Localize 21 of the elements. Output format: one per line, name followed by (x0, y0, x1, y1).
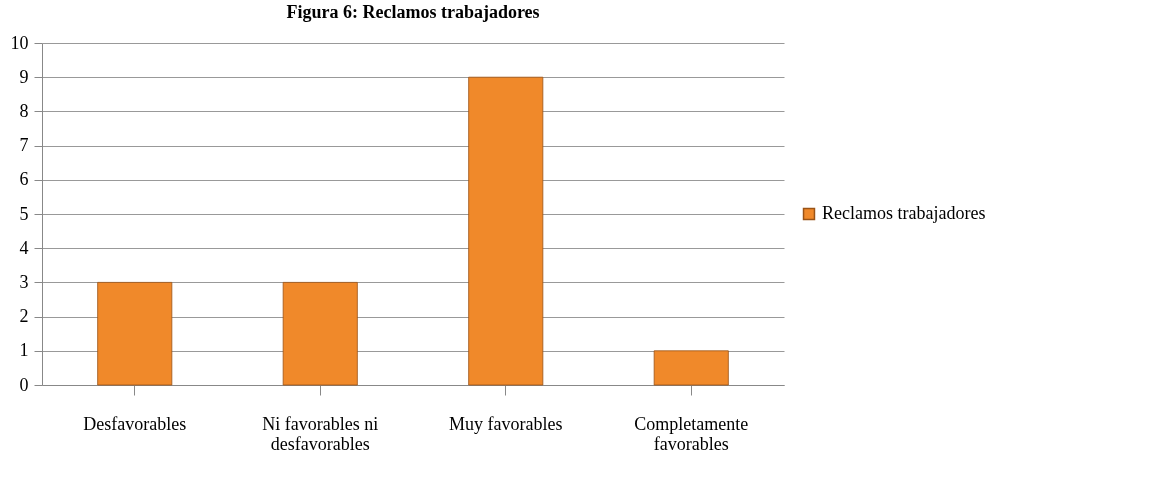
y-tick-label: 4 (19, 237, 29, 258)
bar (97, 282, 173, 386)
y-tick-label: 7 (19, 135, 29, 156)
bar (282, 282, 358, 386)
x-tick-label: Completamente favorables (634, 413, 749, 454)
bar (468, 76, 544, 386)
y-tick-label: 1 (19, 340, 29, 361)
y-tick-label: 9 (19, 66, 29, 87)
x-tick-label: Muy favorables (449, 413, 563, 434)
y-tick-label: 10 (10, 32, 29, 53)
y-tick-label: 6 (19, 169, 29, 190)
y-tick-label: 2 (19, 306, 29, 327)
y-tick-label: 3 (19, 271, 29, 292)
bar (653, 350, 729, 386)
y-tick-label: 5 (19, 203, 29, 224)
chart-title: Figura 6: Reclamos trabajadores (286, 2, 540, 22)
y-tick-label: 0 (19, 374, 29, 395)
y-tick-label: 8 (19, 100, 29, 121)
x-tick-label: Ni favorables ni desfavorables (262, 413, 379, 454)
legend-label: Reclamos trabajadores (822, 203, 986, 223)
x-tick-label: Desfavorables (83, 413, 187, 434)
